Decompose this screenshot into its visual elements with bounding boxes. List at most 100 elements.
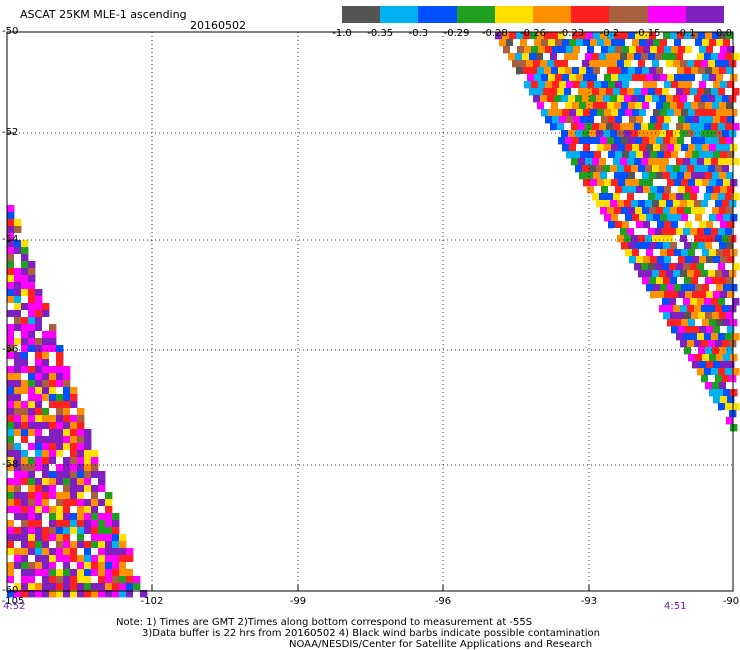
- data-cell: [695, 109, 703, 117]
- data-cell: [512, 60, 520, 68]
- data-cell: [515, 53, 523, 61]
- data-cell: [555, 39, 563, 47]
- data-cell: [677, 242, 685, 250]
- data-cell: [49, 555, 57, 563]
- data-cell: [21, 254, 29, 262]
- data-cell: [670, 242, 678, 250]
- data-cell: [49, 520, 57, 528]
- data-cell: [732, 53, 740, 61]
- data-cell: [614, 67, 622, 75]
- data-cell: [586, 172, 594, 180]
- data-cell: [70, 513, 78, 521]
- data-cell: [21, 506, 29, 514]
- data-cell: [655, 88, 663, 96]
- data-cell: [21, 492, 29, 500]
- data-cell: [7, 422, 15, 430]
- data-cell: [659, 95, 667, 103]
- data-cell: [105, 576, 113, 584]
- data-cell: [706, 256, 714, 264]
- data-cell: [615, 221, 623, 229]
- data-cell: [7, 282, 15, 290]
- data-cell: [705, 172, 713, 180]
- data-cell: [35, 387, 43, 395]
- data-cell: [667, 144, 675, 152]
- data-cell: [680, 200, 688, 208]
- data-cell: [35, 506, 43, 514]
- data-cell: [611, 179, 619, 187]
- data-cell: [685, 186, 693, 194]
- data-cell: [7, 352, 15, 360]
- data-cell: [655, 158, 663, 166]
- data-cell: [537, 32, 545, 40]
- data-cell: [730, 109, 738, 117]
- data-cell: [622, 221, 630, 229]
- data-cell: [674, 319, 682, 327]
- data-cell: [510, 46, 518, 54]
- data-cell: [709, 74, 717, 82]
- data-cell: [49, 457, 57, 465]
- data-cell: [641, 263, 649, 271]
- data-cell: [608, 81, 616, 89]
- colorbar-segment: [380, 6, 419, 23]
- data-cell: [730, 319, 738, 327]
- data-cell: [656, 137, 664, 145]
- data-cell: [42, 324, 50, 332]
- data-cell: [42, 359, 50, 367]
- data-cell: [98, 555, 106, 563]
- data-cell: [112, 583, 120, 591]
- data-cell: [622, 81, 630, 89]
- data-cell: [722, 375, 730, 383]
- data-cell: [7, 268, 15, 276]
- data-cell: [641, 228, 649, 236]
- colorbar-segment: [533, 6, 572, 23]
- data-cell: [642, 207, 650, 215]
- data-cell: [579, 67, 587, 75]
- data-cell: [42, 506, 50, 514]
- data-cell: [725, 158, 733, 166]
- data-cell: [21, 429, 29, 437]
- lat-label: -60: [2, 585, 19, 596]
- data-cell: [713, 256, 721, 264]
- data-cell: [606, 53, 614, 61]
- data-cell: [709, 179, 717, 187]
- data-cell: [625, 144, 633, 152]
- data-cell: [601, 46, 609, 54]
- data-cell: [63, 492, 71, 500]
- data-cell: [42, 569, 50, 577]
- data-cell: [84, 576, 92, 584]
- data-cell: [670, 312, 678, 320]
- data-cell: [77, 457, 85, 465]
- data-cell: [691, 32, 699, 40]
- data-cell: [702, 74, 710, 82]
- data-cell: [681, 179, 689, 187]
- data-cell: [670, 102, 678, 110]
- data-cell: [77, 436, 85, 444]
- data-cell: [56, 492, 64, 500]
- data-cell: [550, 53, 558, 61]
- data-cell: [35, 548, 43, 556]
- data-cell: [35, 583, 43, 591]
- data-cell: [660, 109, 668, 117]
- data-cell: [655, 193, 663, 201]
- data-cell: [63, 590, 71, 598]
- data-cell: [28, 345, 36, 353]
- data-cell: [650, 186, 658, 194]
- data-cell: [663, 67, 671, 75]
- data-cell: [730, 74, 738, 82]
- data-cell: [666, 130, 674, 138]
- data-cell: [84, 436, 92, 444]
- data-cell: [646, 39, 654, 47]
- data-cell: [702, 39, 710, 47]
- data-cell: [701, 200, 709, 208]
- data-cell: [708, 305, 716, 313]
- data-cell: [713, 116, 721, 124]
- data-cell: [677, 67, 685, 75]
- data-cell: [641, 158, 649, 166]
- data-cell: [571, 88, 579, 96]
- data-cell: [28, 520, 36, 528]
- data-cell: [49, 541, 57, 549]
- data-cell: [639, 144, 647, 152]
- data-cell: [583, 39, 591, 47]
- data-cell: [678, 46, 686, 54]
- data-cell: [587, 186, 595, 194]
